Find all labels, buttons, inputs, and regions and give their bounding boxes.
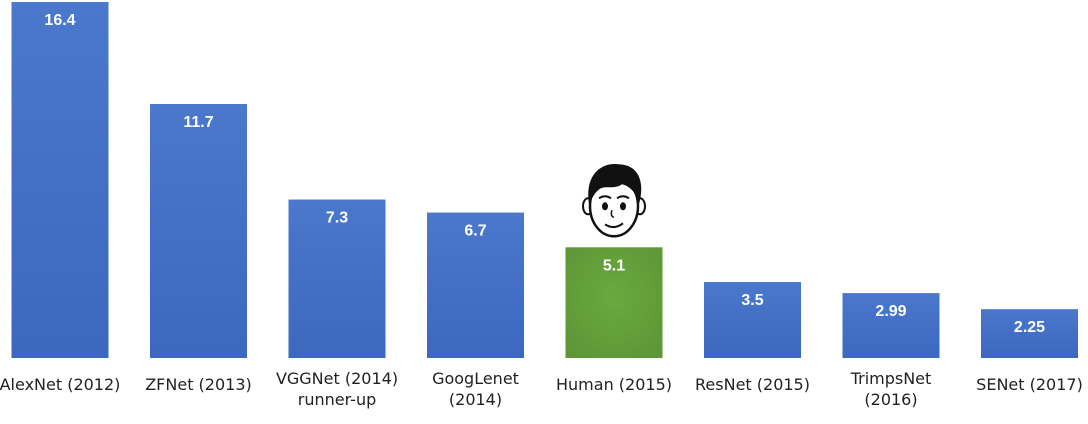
bar — [150, 104, 247, 359]
bar-value-label: 7.3 — [326, 210, 348, 227]
bar-value-label: 16.4 — [44, 12, 75, 29]
category-label: VGGNet (2014) runner-up — [276, 369, 398, 409]
bar — [704, 282, 801, 358]
bar-human — [565, 247, 663, 358]
bar-value-label: 3.5 — [741, 292, 763, 309]
category-label: AlexNet (2012) — [0, 375, 120, 394]
bar-value-label: 5.1 — [603, 257, 625, 274]
bar-value-label: 2.99 — [875, 303, 906, 320]
icon-layer — [582, 164, 646, 238]
bar — [288, 199, 386, 358]
category-label: SENet (2017) — [976, 375, 1083, 394]
category-label: GoogLenet (2014) — [432, 369, 519, 409]
category-label: ResNet (2015) — [695, 375, 810, 394]
bar-value-label: 2.25 — [1014, 319, 1045, 336]
bar — [427, 212, 524, 358]
labels-layer: 16.4 AlexNet (2012) 11.7 ZFNet (2013) 7.3 VGG… — [0, 12, 1083, 409]
category-label: TrimpsNet (2016) — [850, 369, 932, 409]
category-label: Human (2015) — [556, 375, 672, 394]
bar — [981, 309, 1078, 358]
bar — [842, 293, 940, 358]
bar — [11, 2, 109, 358]
bar-value-label: 11.7 — [183, 114, 213, 131]
human-face-icon — [582, 164, 646, 238]
bars-layer — [11, 2, 1078, 359]
category-label: ZFNet (2013) — [145, 375, 252, 394]
bar-value-label: 6.7 — [464, 223, 486, 240]
